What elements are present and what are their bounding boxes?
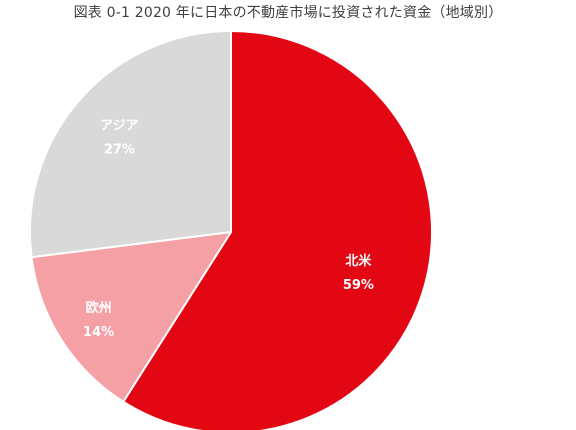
slice-value-label: 14% xyxy=(83,325,114,340)
slice-name-label: 欧州 xyxy=(86,300,112,316)
pie-labels: 北米 59% 欧州 14% アジア 27% xyxy=(83,119,374,340)
pie-slice-2 xyxy=(30,231,232,403)
slice-value-label: 27% xyxy=(104,143,135,158)
pie-slice-1 xyxy=(122,30,433,430)
pie-slice-3 xyxy=(29,30,232,259)
slice-value-label: 59% xyxy=(343,278,374,293)
chart-title: 図表 0-1 2020 年に日本の不動産市場に投資された資金（地域別） xyxy=(73,5,503,21)
slice-name-label: アジア xyxy=(100,119,138,134)
slice-name-label: 北米 xyxy=(345,253,372,269)
pie-slices xyxy=(29,30,433,430)
